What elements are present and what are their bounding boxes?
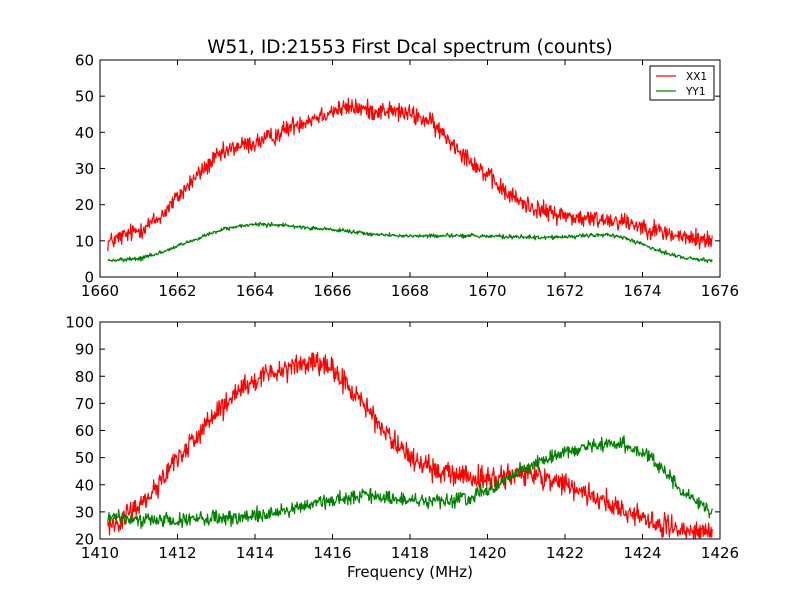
y-tick-label: 30 [75,503,94,521]
y-tick-label: 0 [84,269,94,287]
x-tick-label: 1424 [623,544,661,562]
y-tick-label: 20 [75,196,94,214]
y-tick-label: 100 [65,314,94,332]
x-tick-label: 1418 [391,544,429,562]
x-axis-label: Frequency (MHz) [347,563,473,581]
y-tick-label: 90 [75,341,94,359]
y-tick-label: 80 [75,368,94,386]
y-tick-label: 60 [75,52,94,70]
series-line-xx1-panel-2 [107,351,713,539]
x-tick-label: 1670 [468,282,506,300]
x-tick-label: 1414 [236,544,274,562]
axes-frame [99,321,721,540]
x-tick-label: 1426 [701,544,739,562]
x-tick-label: 1412 [158,544,196,562]
legend-label-yy1: YY1 [685,86,706,98]
x-tick-label: 1420 [468,544,506,562]
y-tick-label: 50 [75,88,94,106]
x-tick-label: 1674 [623,282,661,300]
series-line-yy1-panel-1 [107,221,713,264]
series-line-xx1-panel-1 [107,97,713,252]
axes-frame [99,59,721,278]
series-line-yy1-panel-2 [107,435,713,530]
x-tick-label: 1662 [158,282,196,300]
y-tick-label: 10 [75,232,94,250]
x-tick-label: 1660 [81,282,119,300]
y-tick-label: 60 [75,422,94,440]
y-tick-label: 40 [75,124,94,142]
y-tick-label: 40 [75,476,94,494]
x-tick-label: 1664 [236,282,274,300]
x-tick-label: 1672 [546,282,584,300]
x-tick-label: 1676 [701,282,739,300]
x-tick-label: 1410 [81,544,119,562]
y-tick-label: 70 [75,395,94,413]
x-tick-label: 1416 [313,544,351,562]
x-tick-label: 1422 [546,544,584,562]
top-panel: 1660 1662 1664 1666 1668 1670 1672 1674 1676 0 10 2… [75,52,739,301]
y-tick-label: 20 [75,531,94,549]
x-tick-label: 1666 [313,282,351,300]
y-tick-label: 30 [75,160,94,178]
legend-label-xx1: XX1 [686,71,707,83]
bottom-panel: 1410 1412 1414 1416 1418 1420 1422 1424 1426 20 30… [65,314,739,582]
y-tick-label: 50 [75,449,94,467]
x-tick-label: 1668 [391,282,429,300]
chart-title: W51, ID:21553 First Dcal spectrum (count… [207,37,613,58]
legend-box [649,65,715,101]
